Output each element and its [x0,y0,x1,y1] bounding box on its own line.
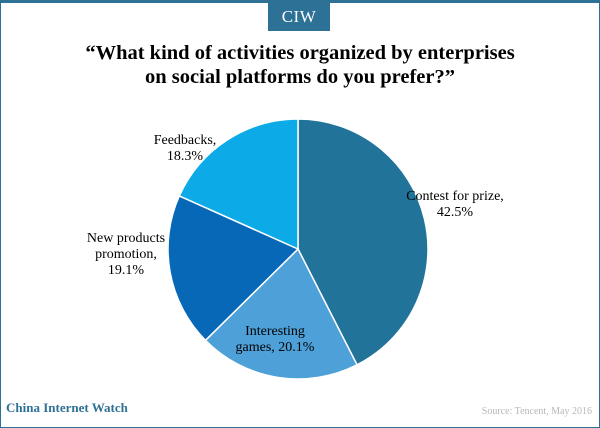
slice-label-contest-for-prize: Contest for prize, 42.5% [406,189,504,220]
slice-label-line: promotion, [95,247,157,262]
slice-label-line: 42.5% [437,205,474,220]
site-name: China Internet Watch [6,400,128,415]
slice-label-line: New products [87,231,165,246]
slice-label-line: 18.3% [167,149,204,164]
chart-title-line-1: “What kind of activities organized by en… [85,42,515,64]
slice-label-line: Interesting [245,324,305,339]
slice-label-line: games, 20.1% [236,340,315,355]
pie-slice-contest-for-prize [297,118,429,366]
source-note: Source: Tencent, May 2016 [481,406,592,417]
ciw-logo: CIW [268,3,330,31]
pie-slice-new-products-promotion [167,194,300,342]
top-rule [0,0,600,3]
slice-label-line: 19.1% [108,263,145,278]
slice-label-interesting-games: Interesting games, 20.1% [236,324,315,355]
chart-title-line-2: on social platforms do you prefer?” [145,66,455,88]
chart-title: “What kind of activities organized by en… [20,41,580,89]
slice-label-feedbacks: Feedbacks, 18.3% [154,133,217,164]
pie-slice-interesting-games [204,247,359,380]
pie-slice-feedbacks [178,118,299,251]
slice-label-line: Contest for prize, [406,189,504,204]
slice-label-line: Feedbacks, [154,133,217,148]
slice-label-new-products-promotion: New products promotion, 19.1% [87,231,165,278]
